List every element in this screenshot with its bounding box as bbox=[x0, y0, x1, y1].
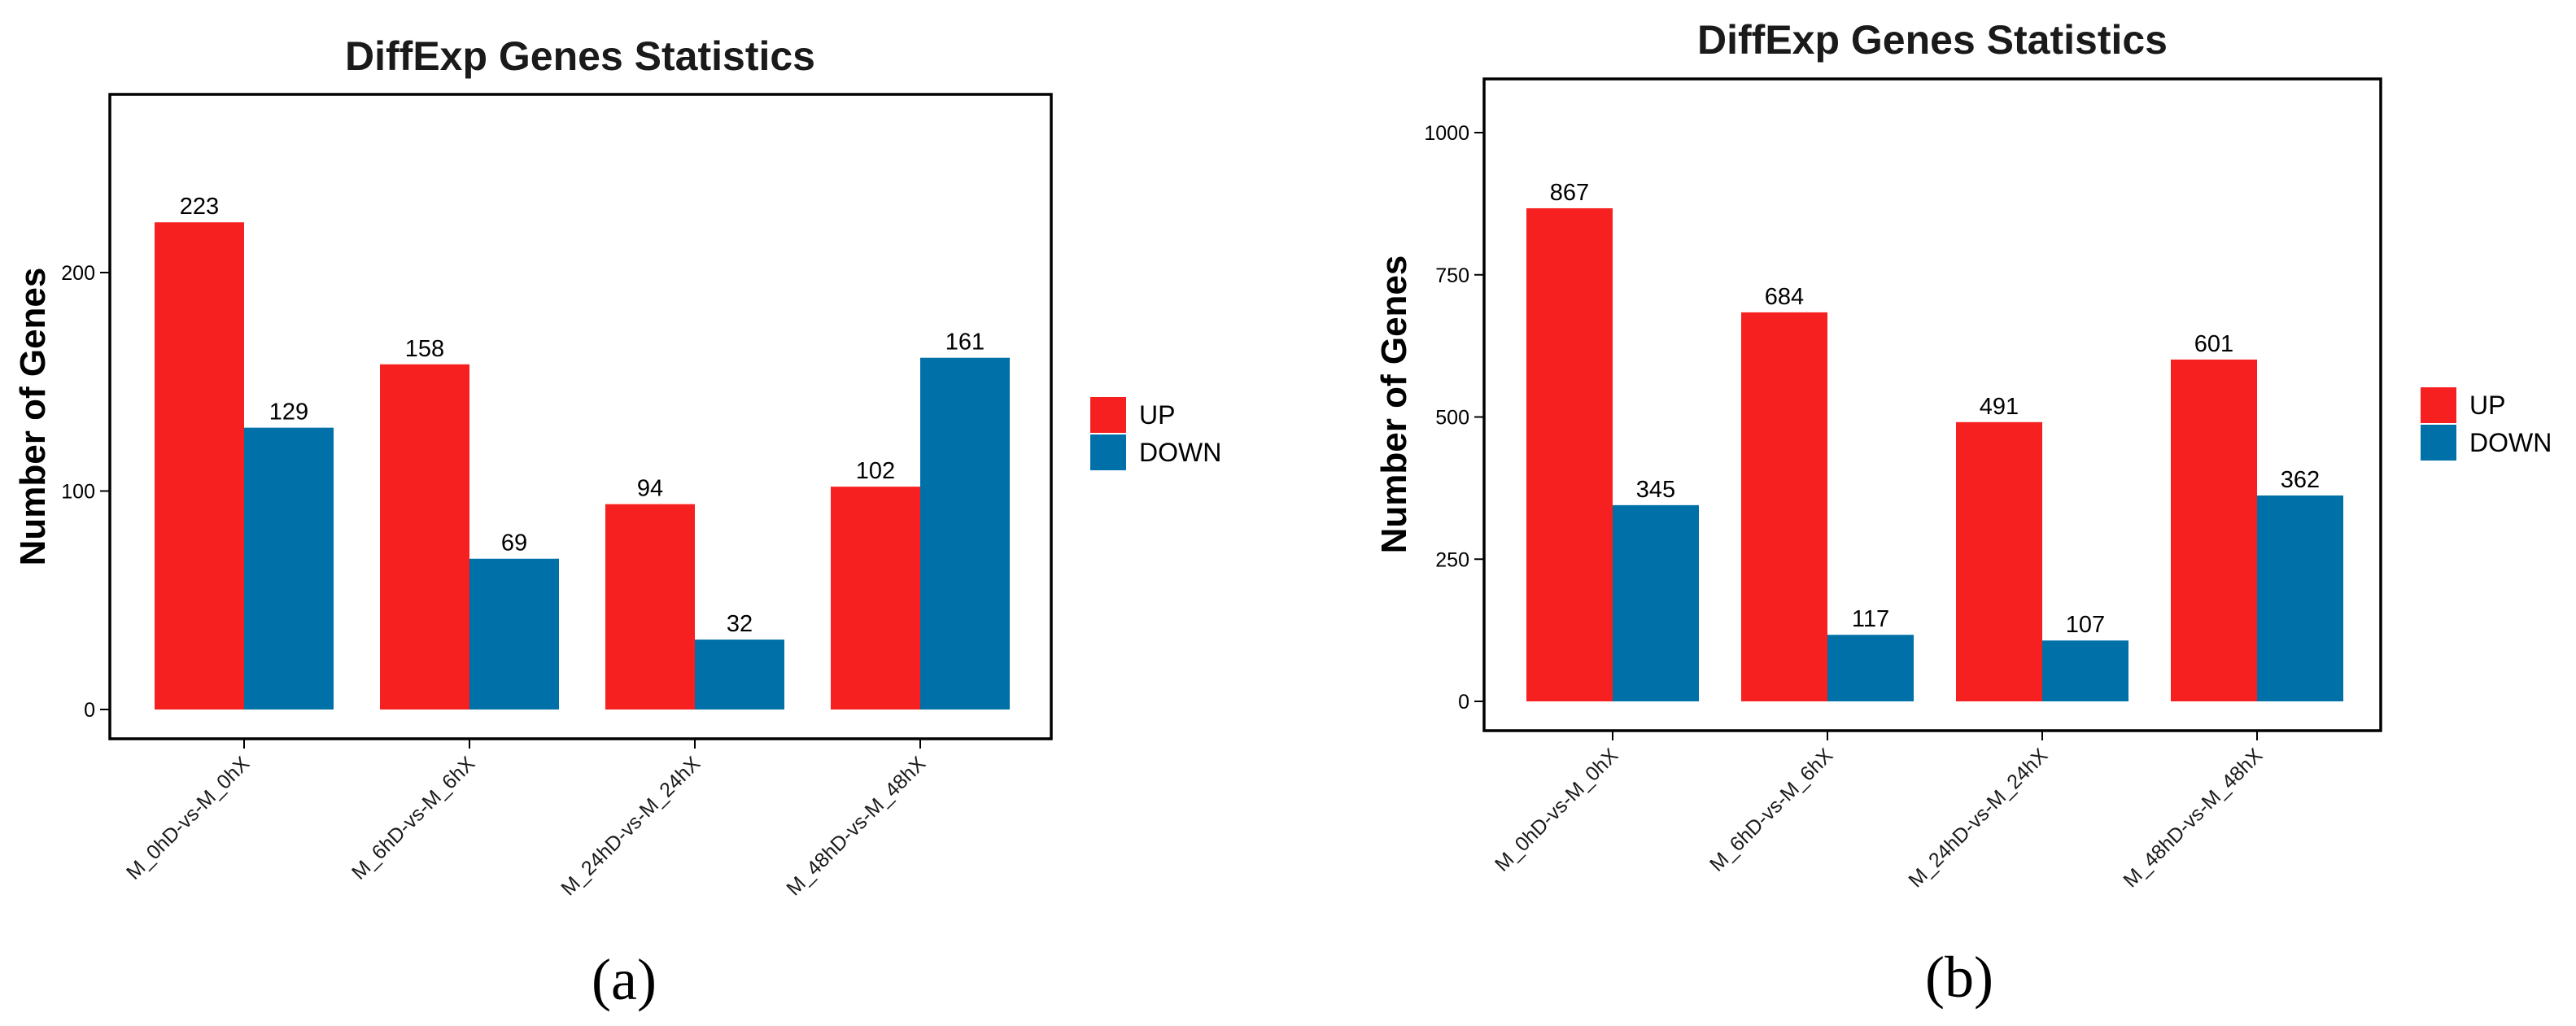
y-axis-label: Number of Genes bbox=[13, 268, 53, 566]
bar-value-label: 107 bbox=[2066, 612, 2105, 638]
bar-up bbox=[1526, 207, 1613, 702]
y-tick-label: 250 bbox=[1435, 548, 1469, 571]
chart-title: DiffExp Genes Statistics bbox=[1697, 17, 2168, 63]
bar-value-label: 102 bbox=[856, 458, 895, 484]
bar-value-label: 345 bbox=[1636, 477, 1675, 503]
bar-down bbox=[920, 357, 1010, 709]
bar-up bbox=[380, 364, 469, 709]
plot-frame bbox=[1482, 77, 2382, 732]
legend-label-down: DOWN bbox=[1139, 438, 1221, 467]
bar-up bbox=[155, 222, 244, 709]
bar-down bbox=[695, 640, 784, 709]
chart-title: DiffExp Genes Statistics bbox=[345, 33, 815, 79]
y-tick-label: 750 bbox=[1435, 264, 1469, 287]
panel-label: (a) bbox=[592, 947, 657, 1012]
bar-down bbox=[469, 558, 559, 709]
bar-up bbox=[2171, 359, 2257, 701]
panel-label: (b) bbox=[1925, 945, 1993, 1010]
legend-swatch-up bbox=[1090, 397, 1126, 433]
bar-down bbox=[1613, 504, 1699, 701]
y-tick-label: 1000 bbox=[1424, 122, 1469, 145]
bar-value-label: 601 bbox=[2194, 331, 2233, 357]
y-axis-label: Number of Genes bbox=[1374, 255, 1414, 554]
legend: UP DOWN bbox=[2421, 387, 2552, 461]
bar-down bbox=[2042, 640, 2128, 701]
bar-value-label: 94 bbox=[637, 476, 663, 502]
bar-value-label: 158 bbox=[405, 336, 444, 362]
bar-value-label: 223 bbox=[180, 194, 219, 220]
bar-value-label: 32 bbox=[727, 611, 753, 637]
y-tick-label: 200 bbox=[61, 262, 95, 285]
legend-swatch-up bbox=[2421, 387, 2456, 423]
bar-value-label: 491 bbox=[1980, 394, 2019, 420]
legend-swatch-down bbox=[1090, 434, 1126, 470]
y-tick-label: 0 bbox=[1458, 691, 1469, 714]
bar-down bbox=[244, 427, 334, 709]
bar-up bbox=[1741, 312, 1827, 701]
bar-value-label: 117 bbox=[1852, 606, 1889, 632]
bar-up bbox=[831, 487, 920, 709]
legend-label-up: UP bbox=[1139, 400, 1175, 430]
y-tick-label: 500 bbox=[1435, 407, 1469, 430]
bar-up bbox=[605, 504, 695, 709]
bar-down bbox=[2257, 495, 2343, 701]
legend-swatch-down bbox=[2421, 425, 2456, 461]
plot-frame bbox=[108, 93, 1053, 740]
y-tick-label: 100 bbox=[61, 481, 95, 504]
bar-value-label: 69 bbox=[501, 530, 527, 557]
bar-value-label: 161 bbox=[945, 330, 985, 356]
y-tick-label: 0 bbox=[84, 699, 95, 722]
bar-down bbox=[1827, 635, 1914, 701]
bar-value-label: 684 bbox=[1765, 284, 1804, 310]
bar-value-label: 867 bbox=[1550, 180, 1589, 206]
legend-label-up: UP bbox=[2469, 391, 2505, 420]
legend-label-down: DOWN bbox=[2469, 428, 2552, 457]
bar-value-label: 362 bbox=[2281, 467, 2320, 493]
legend: UP DOWN bbox=[1090, 397, 1221, 470]
bar-value-label: 129 bbox=[269, 399, 308, 426]
bar-up bbox=[1956, 421, 2042, 701]
